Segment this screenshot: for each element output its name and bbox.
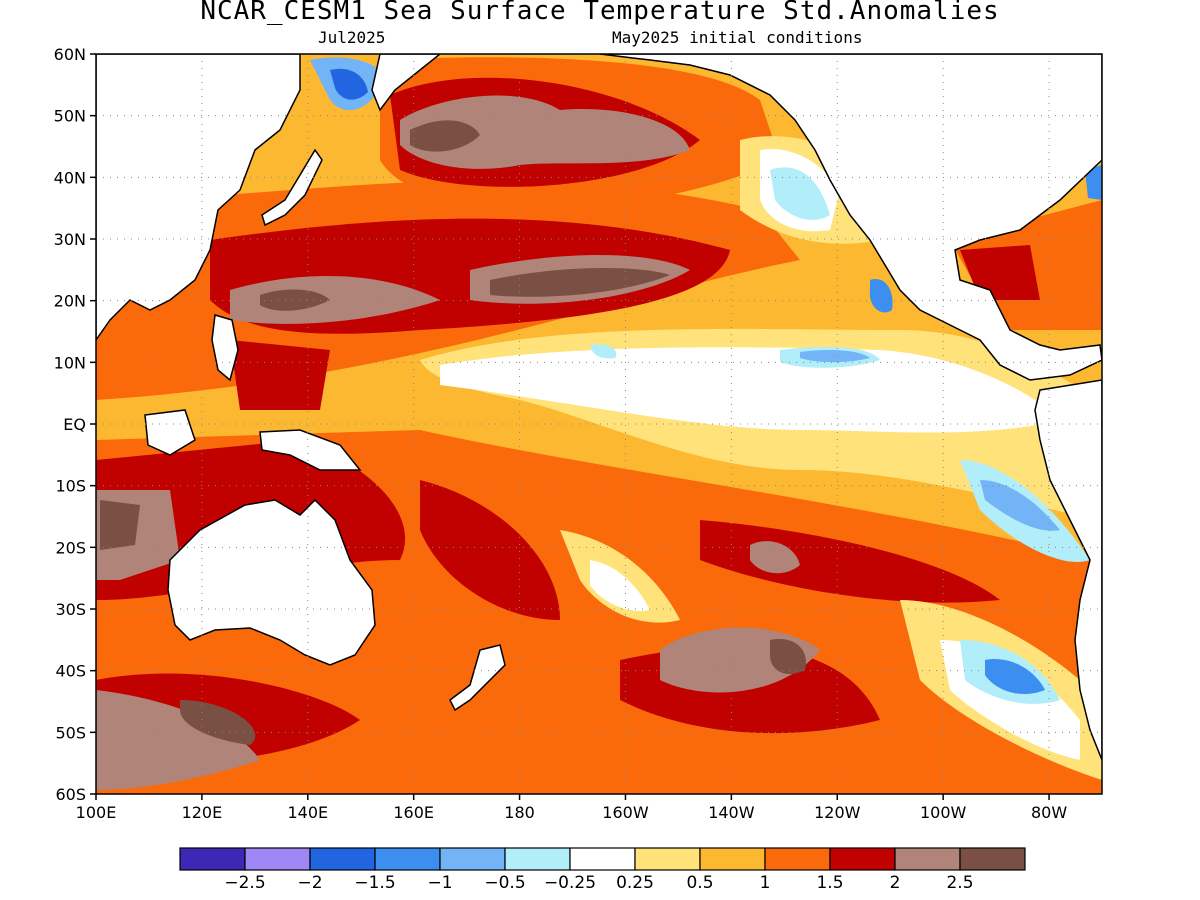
lat-tick-label: 60S	[55, 785, 86, 804]
lon-tick-label: 160W	[602, 803, 649, 822]
lon-tick-label: 180	[504, 803, 535, 822]
lat-tick-label: 60N	[54, 45, 86, 64]
colorbar-swatch	[699, 847, 766, 871]
colorbar-swatch	[634, 847, 701, 871]
colorbar-swatch	[764, 847, 831, 871]
colorbar-label: −2.5	[224, 873, 265, 893]
initial-conditions: May2025 initial conditions	[612, 28, 863, 47]
lon-tick-label: 120E	[182, 803, 223, 822]
australia-landmass	[167, 498, 376, 666]
colorbar-label: −1.5	[354, 873, 395, 893]
colorbar: −2.5 −2 −1.5 −1 −0.5 −0.25 0.25 0.5 1 1.5 2 2.5	[179, 847, 1026, 893]
lon-tick-label: 120W	[814, 803, 861, 822]
colorbar-swatch	[894, 847, 961, 871]
lon-tick-label: 160E	[393, 803, 434, 822]
lat-tick-label: 10S	[55, 477, 86, 496]
lon-tick-label: 140W	[708, 803, 755, 822]
lat-tick-label: 50N	[54, 107, 86, 126]
colorbar-label: 1	[760, 873, 771, 893]
south-america-landmass	[1034, 379, 1102, 761]
longitude-labels: 100E 120E 140E 160E 180 160W 140W 120W 100W 80W	[76, 794, 1067, 822]
forecast-month: Jul2025	[318, 28, 386, 47]
lat-tick-label: 50S	[55, 723, 86, 742]
colorbar-label: −1	[427, 873, 452, 893]
colorbar-label: 2.5	[946, 873, 973, 893]
colorbar-swatch	[439, 847, 506, 871]
kamchatka-landmass	[371, 54, 442, 112]
colorbar-swatch	[179, 847, 246, 871]
graticule	[96, 54, 1102, 794]
lon-tick-label: 100W	[920, 803, 967, 822]
borneo-landmass	[144, 409, 196, 456]
colorbar-swatch	[309, 847, 376, 871]
colorbar-swatch	[504, 847, 571, 871]
new-guinea-landmass	[259, 429, 362, 471]
philippines-landmass	[211, 314, 239, 382]
lat-tick-label: 10N	[54, 353, 86, 372]
colorbar-label: −0.5	[484, 873, 525, 893]
lon-tick-label: 100E	[76, 803, 117, 822]
new-zealand-landmass	[449, 644, 506, 712]
colorbar-label: 0.5	[686, 873, 713, 893]
colorbar-swatch	[569, 847, 636, 871]
japan-landmass	[261, 148, 323, 227]
colorbar-label: 2	[890, 873, 901, 893]
lat-tick-label: 30S	[55, 600, 86, 619]
lon-tick-label: 80W	[1031, 803, 1067, 822]
asia-landmass	[96, 54, 301, 342]
lon-tick-label: 140E	[287, 803, 328, 822]
north-america-landmass	[599, 54, 1102, 381]
colorbar-label: 1.5	[816, 873, 843, 893]
colorbar-label: −2	[297, 873, 322, 893]
lat-tick-label: 40S	[55, 662, 86, 681]
colorbar-label: −0.25	[544, 873, 596, 893]
colorbar-swatch	[829, 847, 896, 871]
colorbar-swatch	[959, 847, 1026, 871]
colorbar-swatch	[374, 847, 441, 871]
lat-tick-label: 30N	[54, 230, 86, 249]
lat-tick-label: 20N	[54, 292, 86, 311]
lat-tick-label: 40N	[54, 168, 86, 187]
lat-tick-label: EQ	[63, 415, 86, 434]
lat-tick-label: 20S	[55, 538, 86, 557]
land-masses	[96, 54, 1102, 761]
latitude-labels: 60N 50N 40N 30N 20N 10N EQ 10S 20S 30S 40S 50S 60S	[54, 45, 96, 804]
colorbar-swatch	[244, 847, 311, 871]
colorbar-label: 0.25	[616, 873, 654, 893]
map-title: NCAR_CESM1 Sea Surface Temperature Std.A…	[200, 0, 1000, 26]
